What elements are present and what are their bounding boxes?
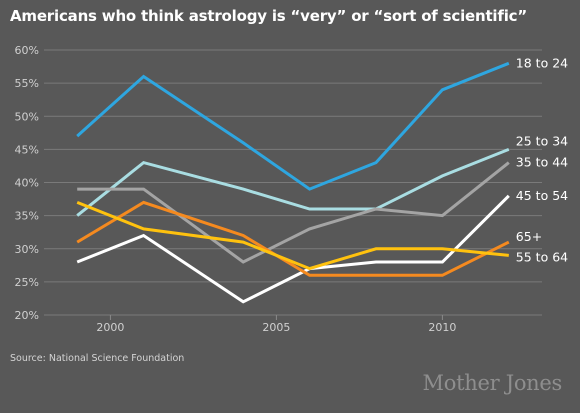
y-tick-label: 60% bbox=[15, 44, 39, 57]
series-line bbox=[76, 200, 510, 277]
x-axis: 2000 2005 2010 bbox=[96, 315, 456, 334]
series-line bbox=[76, 148, 510, 217]
series-line bbox=[77, 161, 510, 264]
series-lines bbox=[76, 61, 510, 304]
brand-logo: Mother Jones bbox=[422, 371, 563, 395]
x-tick-label: 2010 bbox=[428, 321, 456, 334]
y-tick-label: 20% bbox=[15, 309, 39, 322]
y-tick-label: 55% bbox=[15, 77, 39, 90]
series-label: 45 to 54 bbox=[516, 188, 568, 203]
y-tick-label: 50% bbox=[15, 110, 39, 123]
chart-title: Americans who think astrology is “very” … bbox=[10, 7, 527, 25]
y-tick-label: 30% bbox=[15, 243, 39, 256]
series-label: 35 to 44 bbox=[516, 155, 568, 170]
y-tick-label: 35% bbox=[15, 210, 39, 223]
series-label: 65+ bbox=[516, 229, 542, 244]
y-tick-label: 25% bbox=[15, 276, 39, 289]
series-label: 18 to 24 bbox=[516, 55, 568, 70]
series-line bbox=[76, 61, 510, 191]
x-tick-label: 2005 bbox=[262, 321, 290, 334]
source-note: Source: National Science Foundation bbox=[10, 353, 185, 364]
y-axis: 20% 25% 30% 35% 40% 45% 50% 55% 60% bbox=[15, 44, 39, 322]
y-tick-label: 45% bbox=[15, 143, 39, 156]
x-tick-label: 2000 bbox=[96, 321, 124, 334]
series-label: 25 to 34 bbox=[516, 133, 568, 148]
series-line bbox=[76, 201, 509, 271]
y-tick-label: 40% bbox=[15, 177, 39, 190]
series-label: 55 to 64 bbox=[516, 249, 568, 264]
grid bbox=[44, 49, 542, 316]
series-labels: 18 to 24 25 to 34 35 to 44 45 to 54 65+ 55 to… bbox=[516, 55, 568, 264]
